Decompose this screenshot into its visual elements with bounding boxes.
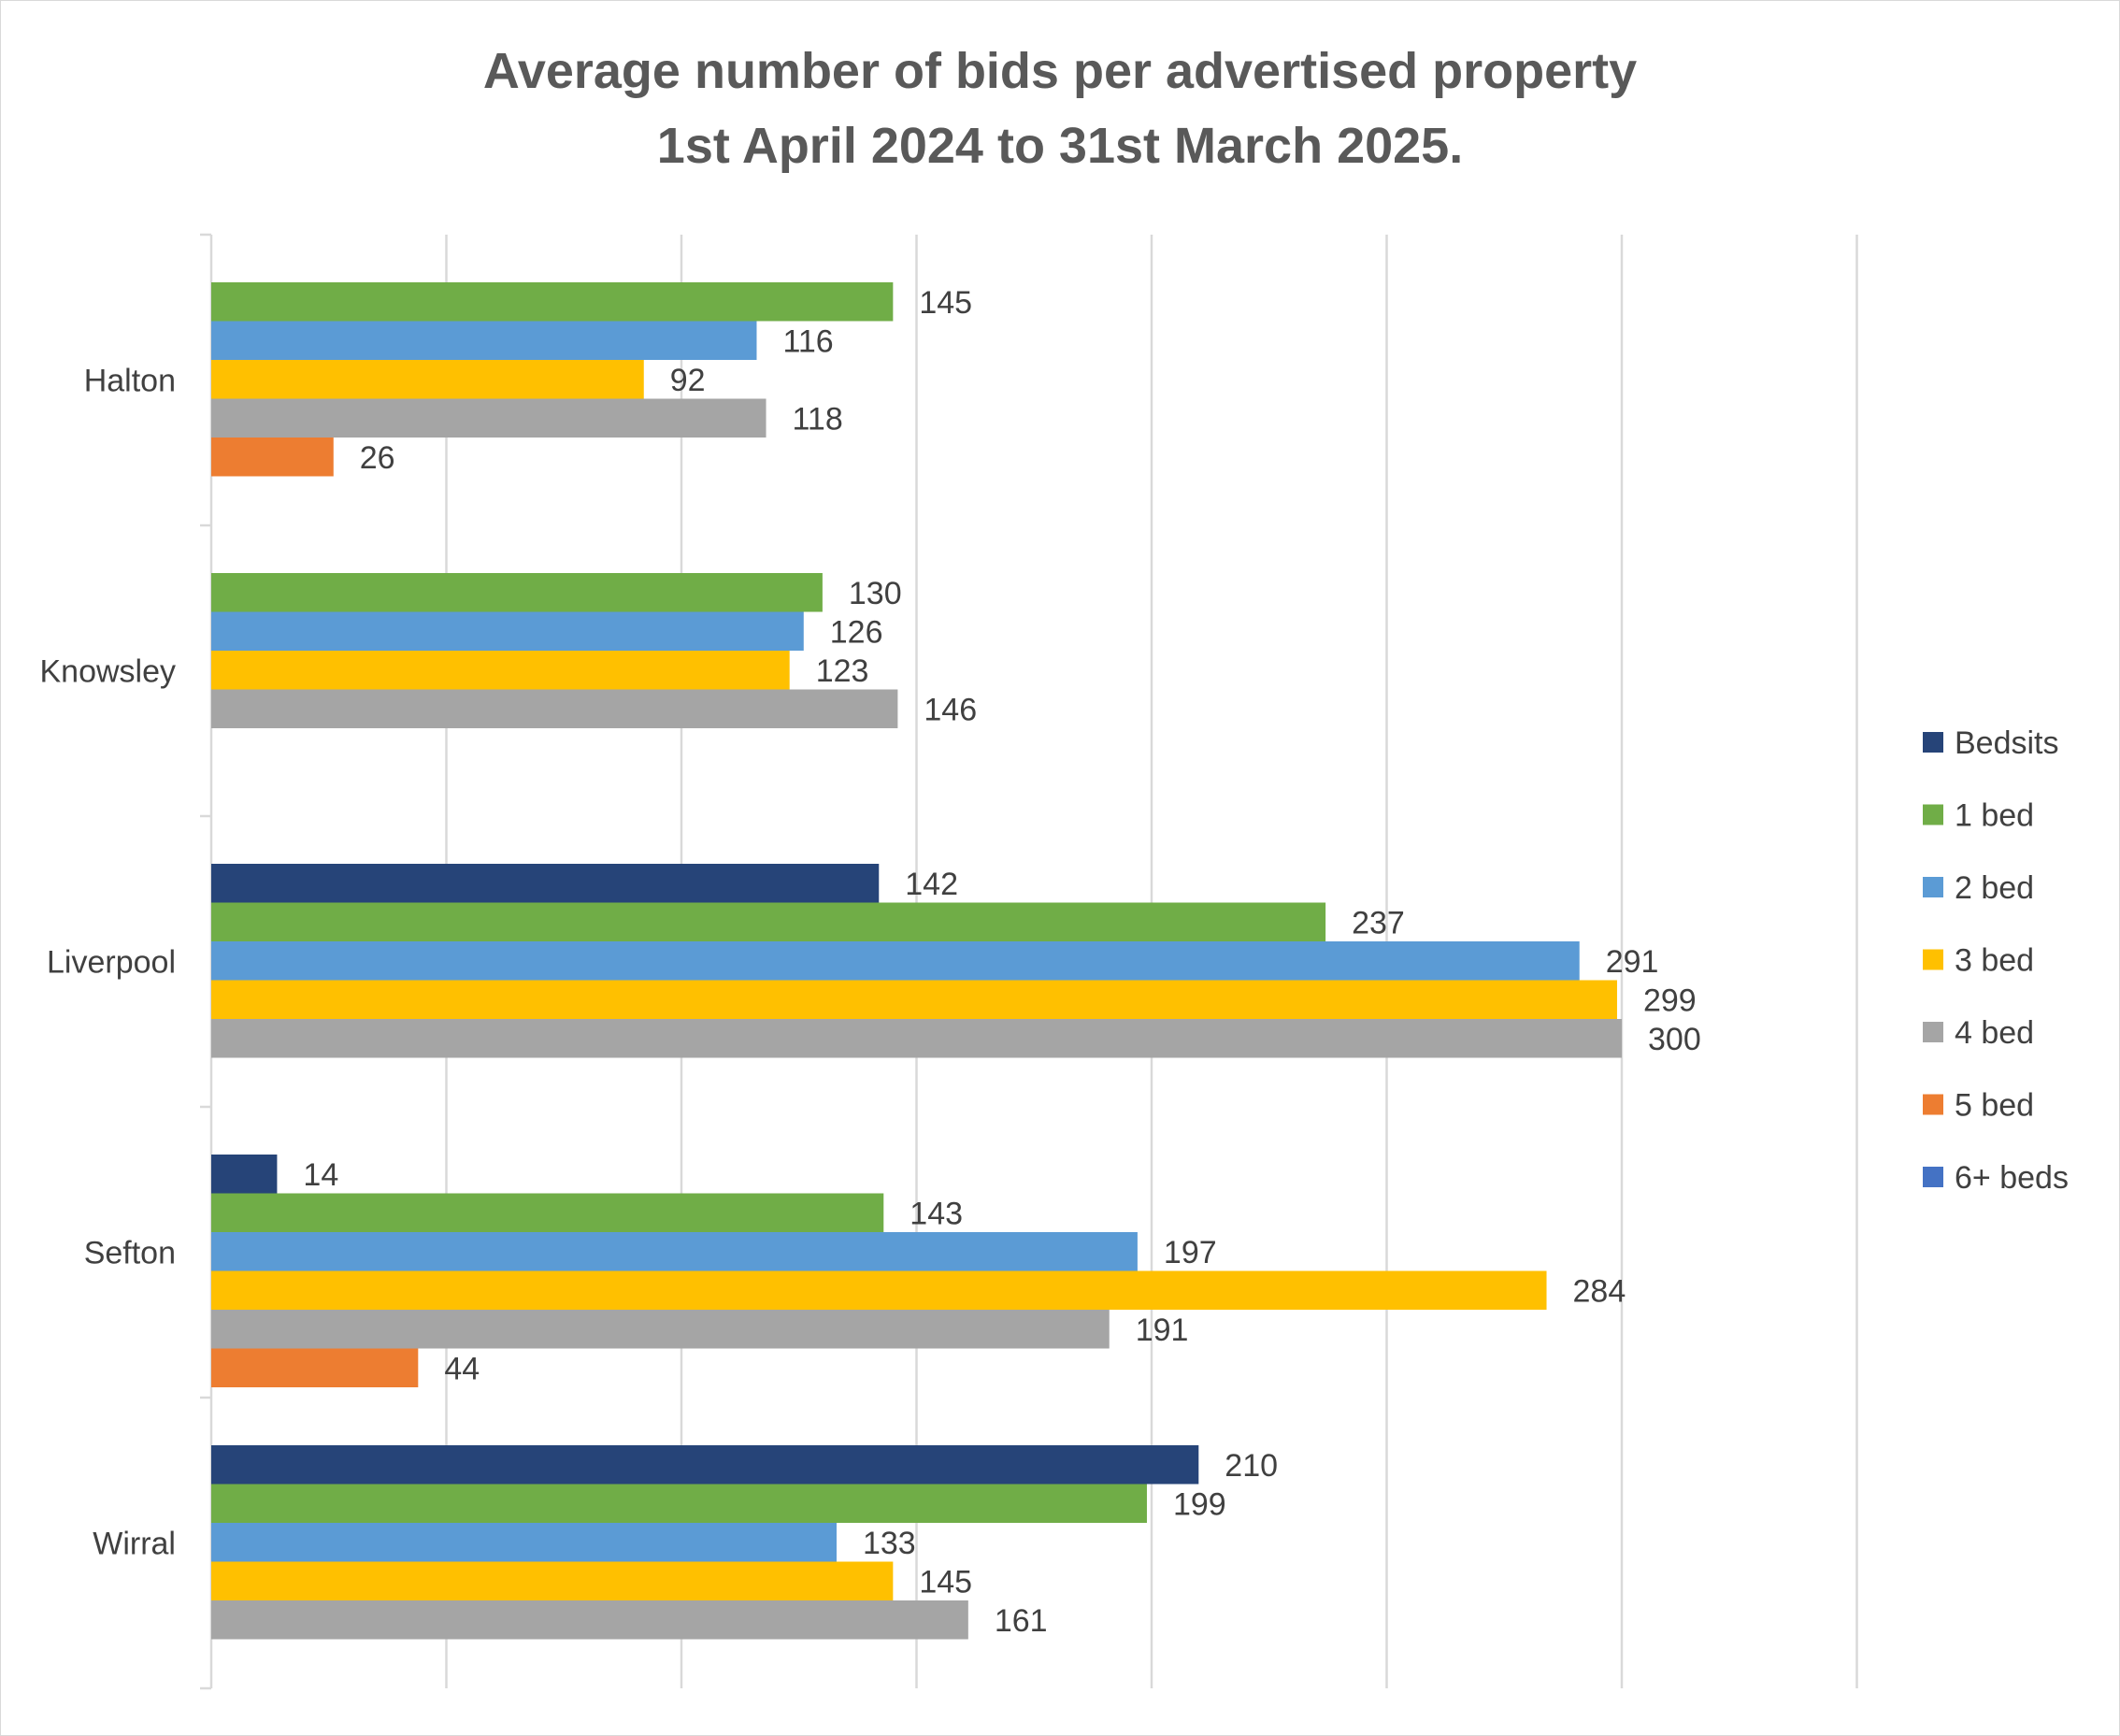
legend-swatch-5-bed [1923, 1094, 1943, 1115]
bar-sefton-bedsits [211, 1155, 278, 1194]
legend-swatch-4-bed [1923, 1022, 1943, 1042]
bar-liverpool-3-bed [211, 980, 1617, 1019]
legend-item-bedsits: Bedsits [1923, 725, 2059, 761]
legend-item-3-bed: 3 bed [1923, 943, 2034, 979]
legend-swatch-3-bed [1923, 949, 1943, 970]
data-label-sefton-4-bed: 191 [1136, 1313, 1189, 1348]
legend-swatch-6-beds [1923, 1167, 1943, 1187]
bar-liverpool-1-bed [211, 902, 1326, 941]
bar-sefton-5-bed [211, 1348, 419, 1387]
data-label-wirral-3-bed: 145 [919, 1564, 972, 1600]
legend-swatch-2-bed [1923, 877, 1943, 897]
data-label-knowsley-2-bed: 126 [830, 614, 883, 650]
bar-halton-3-bed [211, 360, 644, 399]
legend-label-2-bed: 2 bed [1955, 870, 2034, 906]
data-label-wirral-bedsits: 210 [1225, 1448, 1278, 1484]
bar-liverpool-bedsits [211, 864, 880, 903]
data-label-knowsley-4-bed: 146 [924, 692, 977, 727]
bar-sefton-4-bed [211, 1310, 1110, 1349]
bar-knowsley-4-bed [211, 689, 898, 728]
chart-subtitle: 1st April 2024 to 31st March 2025. [657, 118, 1463, 174]
data-label-knowsley-3-bed: 123 [816, 653, 869, 689]
bar-wirral-3-bed [211, 1561, 894, 1600]
data-label-sefton-bedsits: 14 [303, 1157, 338, 1193]
category-label-liverpool: Liverpool [47, 945, 176, 981]
bar-halton-1-bed [211, 282, 894, 322]
legend-label-4-bed: 4 bed [1955, 1015, 2034, 1051]
legend-swatch-bedsits [1923, 732, 1943, 753]
category-label-knowsley: Knowsley [39, 654, 176, 690]
bar-wirral-1-bed [211, 1484, 1147, 1523]
data-label-sefton-2-bed: 197 [1164, 1235, 1217, 1270]
chart-title: Average number of bids per advertised pr… [483, 43, 1637, 99]
bars [211, 282, 1622, 1640]
data-label-wirral-2-bed: 133 [863, 1526, 916, 1561]
data-label-liverpool-3-bed: 299 [1643, 983, 1697, 1018]
bar-knowsley-3-bed [211, 651, 790, 690]
category-label-halton: Halton [84, 364, 176, 399]
legend-label-1-bed: 1 bed [1955, 798, 2034, 834]
data-label-liverpool-4-bed: 300 [1648, 1022, 1701, 1057]
bar-liverpool-4-bed [211, 1019, 1622, 1058]
data-label-sefton-1-bed: 143 [910, 1196, 963, 1231]
data-label-sefton-3-bed: 284 [1573, 1273, 1626, 1309]
bar-sefton-3-bed [211, 1270, 1547, 1310]
data-label-halton-2-bed: 116 [782, 323, 833, 359]
data-label-liverpool-2-bed: 291 [1606, 944, 1659, 980]
bar-sefton-1-bed [211, 1193, 884, 1232]
legend-item-6-beds: 6+ beds [1923, 1160, 2069, 1196]
data-label-liverpool-bedsits: 142 [905, 867, 958, 902]
legend-label-3-bed: 3 bed [1955, 943, 2034, 979]
legend: Bedsits 1 bed 2 bed 3 bed 4 bed 5 bed 6+ beds [1923, 725, 2069, 1196]
data-label-halton-3-bed: 92 [670, 363, 706, 398]
bar-halton-5-bed [211, 438, 334, 477]
legend-item-5-bed: 5 bed [1923, 1088, 2034, 1124]
bar-liverpool-2-bed [211, 941, 1580, 981]
bar-wirral-bedsits [211, 1445, 1199, 1485]
legend-item-4-bed: 4 bed [1923, 1015, 2034, 1051]
category-label-wirral: Wirral [93, 1527, 176, 1562]
data-label-liverpool-1-bed: 237 [1352, 905, 1405, 940]
bar-wirral-4-bed [211, 1600, 968, 1640]
data-label-halton-4-bed: 118 [793, 401, 843, 437]
bar-knowsley-2-bed [211, 611, 804, 651]
data-label-halton-5-bed: 26 [360, 440, 395, 476]
bar-halton-4-bed [211, 398, 766, 438]
category-labels: Halton Knowsley Liverpool Sefton Wirral [39, 364, 176, 1562]
data-label-sefton-5-bed: 44 [444, 1351, 480, 1386]
category-label-sefton: Sefton [84, 1236, 176, 1271]
legend-swatch-1-bed [1923, 804, 1943, 825]
data-label-knowsley-1-bed: 130 [849, 576, 902, 611]
legend-label-bedsits: Bedsits [1955, 725, 2059, 761]
bar-sefton-2-bed [211, 1232, 1138, 1271]
legend-item-1-bed: 1 bed [1923, 798, 2034, 834]
bar-wirral-2-bed [211, 1523, 837, 1562]
data-label-wirral-1-bed: 199 [1173, 1486, 1226, 1522]
bar-knowsley-1-bed [211, 573, 823, 612]
legend-label-6-beds: 6+ beds [1955, 1160, 2069, 1196]
bar-halton-2-bed [211, 321, 757, 360]
legend-label-5-bed: 5 bed [1955, 1088, 2034, 1124]
legend-item-2-bed: 2 bed [1923, 870, 2034, 906]
data-label-wirral-4-bed: 161 [995, 1603, 1048, 1639]
data-label-halton-1-bed: 145 [919, 285, 972, 321]
